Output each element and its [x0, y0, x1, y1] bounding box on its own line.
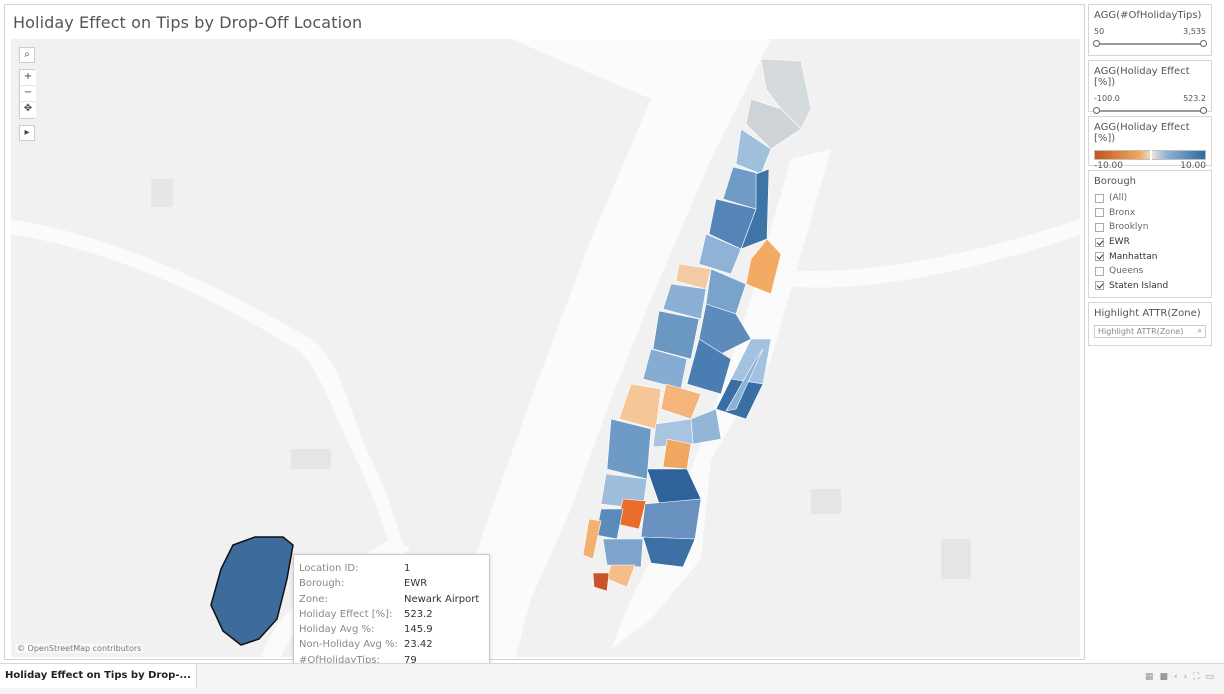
manhattan-zones[interactable]	[582, 58, 812, 592]
holiday-tips-range: 50 3,535	[1089, 27, 1211, 36]
color-legend-title: AGG(Holiday Effect [%])	[1094, 122, 1190, 144]
color-legend-max: 10.00	[1180, 161, 1206, 171]
fullscreen-icon[interactable]: ⛶	[1193, 672, 1200, 682]
borough-checkbox[interactable]	[1095, 237, 1104, 247]
stop-icon[interactable]: ■	[1159, 672, 1168, 682]
zoom-out-button[interactable]: −	[20, 86, 36, 102]
holiday-tips-slider[interactable]	[1093, 39, 1207, 49]
river-shape	[441, 39, 771, 657]
highlight-zone-placeholder: Highlight ATTR(Zone)	[1098, 327, 1184, 336]
borough-option[interactable]: Queens	[1089, 264, 1211, 279]
borough-option-label: Manhattan	[1109, 251, 1158, 262]
search-icon[interactable]: ⌕	[19, 47, 35, 63]
pan-icon[interactable]: ✥	[20, 102, 36, 118]
tooltip-row: Borough: EWR	[299, 576, 489, 591]
borough-checkbox[interactable]	[1095, 208, 1104, 218]
borough-filter-title: Borough	[1094, 176, 1137, 187]
holiday-tips-filter-title: AGG(#OfHolidayTips)	[1094, 10, 1202, 21]
holiday-effect-filter-title: AGG(Holiday Effect [%])	[1094, 66, 1190, 88]
borough-checkbox[interactable]	[1095, 266, 1104, 276]
borough-option-label: EWR	[1109, 237, 1130, 248]
tooltip-value: 145.9	[404, 624, 433, 636]
holiday-effect-range: -100.0 523.2	[1089, 94, 1211, 103]
zoom-in-button[interactable]: +	[20, 70, 36, 86]
holiday-effect-slider-low-handle[interactable]	[1093, 107, 1100, 114]
holiday-effect-min: -100.0	[1094, 94, 1120, 103]
tooltip-row: Location ID: 1	[299, 561, 489, 576]
tooltip-label: Holiday Avg %:	[299, 624, 375, 636]
borough-checkbox[interactable]	[1095, 281, 1104, 291]
tooltip-row: #OfHolidayTips: 79	[299, 653, 489, 668]
nj-river-shape	[11, 219, 431, 657]
tooltip-row: Zone: Newark Airport	[299, 592, 489, 607]
present-icon[interactable]: ▭	[1205, 672, 1214, 682]
borough-option[interactable]: Bronx	[1089, 206, 1211, 221]
borough-option[interactable]: EWR	[1089, 235, 1211, 250]
search-icon: ⌕	[1197, 326, 1202, 335]
borough-option-label: (All)	[1109, 193, 1128, 204]
tooltip-label: Zone:	[299, 593, 328, 605]
borough-checkbox[interactable]	[1095, 252, 1104, 262]
worksheet-panel: Holiday Effect on Tips by Drop-Off Locat…	[4, 4, 1085, 660]
holiday-tips-filter: AGG(#OfHolidayTips) 50 3,535	[1088, 4, 1212, 56]
borough-option-label: Queens	[1109, 266, 1144, 277]
color-legend-range: -10.00 10.00	[1089, 160, 1211, 174]
borough-checkbox[interactable]	[1095, 193, 1104, 203]
tooltip-row: Non-Holiday Avg %: 23.42	[299, 637, 489, 652]
borough-list: (All) Bronx Brooklyn EWR Manhattan Queens Stat…	[1089, 191, 1211, 293]
tooltip-label: Non-Holiday Avg %:	[299, 639, 398, 651]
map-toolbar: ⌕ + − ✥ ▸	[19, 47, 36, 141]
borough-option[interactable]: Brooklyn	[1089, 220, 1211, 235]
holiday-effect-max: 523.2	[1183, 94, 1206, 103]
holiday-tips-slider-low-handle[interactable]	[1093, 40, 1100, 47]
tooltip-value: 1	[404, 563, 411, 574]
borough-filter: Borough (All) Bronx Brooklyn EWR Manhattan Qu…	[1088, 170, 1212, 298]
tooltip-row: Holiday Avg %: 145.9	[299, 622, 489, 637]
highlight-zone-card: Highlight ATTR(Zone) Highlight ATTR(Zone…	[1088, 302, 1212, 346]
grid-icon[interactable]: ▦	[1144, 672, 1154, 682]
holiday-effect-slider[interactable]	[1093, 106, 1207, 116]
map-attribution: © OpenStreetMap contributors	[15, 644, 144, 653]
borough-option[interactable]: (All)	[1089, 191, 1211, 206]
newark-airport-zone[interactable]	[210, 536, 294, 646]
prev-icon[interactable]: ‹	[1173, 672, 1178, 682]
tooltip-value: 23.42	[404, 639, 433, 651]
sheet-title: Holiday Effect on Tips by Drop-Off Locat…	[13, 13, 363, 32]
tooltip-label: Borough:	[299, 578, 345, 590]
zoom-controls: + − ✥	[19, 69, 36, 119]
highlight-zone-title: Highlight ATTR(Zone)	[1094, 308, 1201, 319]
color-legend: AGG(Holiday Effect [%]) -10.00 10.00	[1088, 116, 1212, 171]
holiday-tips-max: 3,535	[1183, 27, 1206, 36]
tooltip-label: Location ID:	[299, 563, 359, 574]
queens-creek-shape	[771, 219, 1080, 288]
tooltip-label: #OfHolidayTips:	[299, 654, 380, 666]
borough-option[interactable]: Manhattan	[1089, 249, 1211, 264]
holiday-effect-slider-high-handle[interactable]	[1200, 107, 1207, 114]
color-legend-gradient	[1094, 150, 1206, 160]
tooltip-value: Newark Airport	[404, 593, 480, 605]
highlight-zone-input[interactable]: Highlight ATTR(Zone) ⌕	[1094, 325, 1206, 338]
next-icon[interactable]: ›	[1183, 672, 1188, 682]
tooltip-value: 523.2	[404, 608, 433, 620]
borough-option-label: Staten Island	[1109, 280, 1169, 291]
view-controls: ▦ ■ ‹ › ⛶ ▭	[1145, 672, 1214, 682]
holiday-tips-min: 50	[1094, 27, 1105, 36]
map-svg[interactable]	[11, 39, 1080, 657]
borough-checkbox[interactable]	[1095, 222, 1104, 232]
tooltip-value: EWR	[404, 578, 428, 590]
sheet-tab-bar: Holiday Effect on Tips by Drop-... ▦ ■ ‹…	[0, 663, 1224, 694]
color-legend-min: -10.00	[1094, 161, 1124, 171]
holiday-tips-slider-high-handle[interactable]	[1200, 40, 1207, 47]
holiday-effect-filter: AGG(Holiday Effect [%]) -100.0 523.2	[1088, 60, 1212, 114]
borough-option-label: Brooklyn	[1109, 222, 1149, 233]
map-view[interactable]: ⌕ + − ✥ ▸ © OpenStreetMap contributors	[11, 39, 1080, 657]
tooltip-label: Holiday Effect [%]:	[299, 608, 393, 620]
tooltip-row: Holiday Effect [%]: 523.2	[299, 607, 489, 622]
borough-option-label: Bronx	[1109, 207, 1136, 218]
expand-toolbar-button[interactable]: ▸	[19, 125, 35, 141]
borough-option[interactable]: Staten Island	[1089, 279, 1211, 294]
tooltip-value: 79	[404, 654, 417, 666]
tab-holiday-effect[interactable]: Holiday Effect on Tips by Drop-...	[0, 664, 197, 688]
